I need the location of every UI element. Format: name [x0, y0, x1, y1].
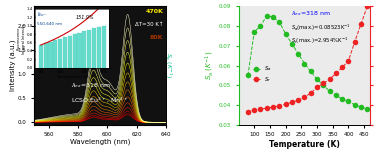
Text: 80K: 80K [150, 35, 163, 40]
Text: $\lambda_{ex}$=318 nm: $\lambda_{ex}$=318 nm [71, 81, 111, 90]
X-axis label: Wavelength (nm): Wavelength (nm) [70, 139, 130, 145]
Y-axis label: $S_a\ (K^{-1})$: $S_a\ (K^{-1})$ [203, 51, 216, 80]
Text: ΔT=30 K↑: ΔT=30 K↑ [135, 22, 163, 27]
Text: $\lambda_{ex}$=318 nm: $\lambda_{ex}$=318 nm [291, 9, 332, 17]
X-axis label: Temperature (K): Temperature (K) [269, 140, 340, 149]
Y-axis label: $S_a\ (K^{-1})$: $S_a\ (K^{-1})$ [163, 52, 173, 79]
Text: $S_r$(max.)=2.954%K$^{-1}$: $S_r$(max.)=2.954%K$^{-1}$ [291, 36, 349, 46]
Text: $S_a$(max.)=0.08523K$^{-1}$: $S_a$(max.)=0.08523K$^{-1}$ [291, 23, 351, 33]
Y-axis label: Intensity (a.u.): Intensity (a.u.) [10, 40, 16, 91]
Text: LCSO:Eu$^{3+}$, Mn$^{4+}$: LCSO:Eu$^{3+}$, Mn$^{4+}$ [71, 95, 128, 104]
Text: 470K: 470K [146, 9, 163, 14]
Legend: $S_a$, $S_r$: $S_a$, $S_r$ [251, 62, 274, 86]
